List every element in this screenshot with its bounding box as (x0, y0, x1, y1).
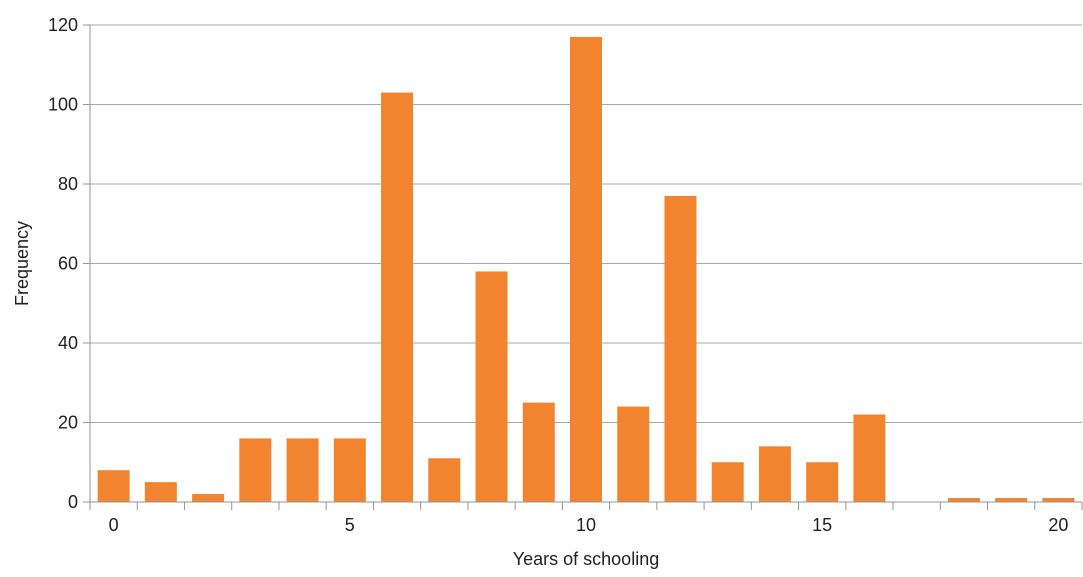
x-axis-label: Years of schooling (513, 549, 659, 569)
tick-labels: 0 20 40 60 80 100 120 0 5 10 15 20 (48, 15, 1068, 535)
bar-x-18 (947, 498, 980, 502)
bar-x-3 (239, 438, 272, 502)
bar-x-2 (192, 494, 225, 502)
bars (97, 36, 1075, 503)
x-tick-label-10: 10 (576, 515, 596, 535)
y-tick-label-0: 0 (68, 492, 78, 512)
y-tick-label-100: 100 (48, 95, 78, 115)
axes (83, 24, 1083, 510)
bar-x-11 (617, 406, 650, 502)
bar-x-14 (758, 446, 791, 502)
bar-x-19 (995, 498, 1028, 502)
bar-x-10 (570, 36, 602, 503)
bar-x-16 (853, 414, 886, 502)
bar-x-0 (97, 470, 130, 502)
y-tick-label-60: 60 (58, 254, 78, 274)
bar-x-1 (144, 482, 177, 502)
y-tick-label-120: 120 (48, 15, 78, 35)
x-tick-label-20: 20 (1048, 515, 1068, 535)
x-tick-label-0: 0 (109, 515, 119, 535)
bar-x-12 (664, 195, 697, 503)
y-tick-label-80: 80 (58, 174, 78, 194)
bar-x-8 (475, 271, 508, 502)
bar-x-4 (286, 438, 319, 502)
x-tick-label-15: 15 (812, 515, 832, 535)
bar-x-20 (1042, 498, 1075, 502)
bar-x-9 (522, 402, 555, 502)
bar-x-13 (711, 462, 744, 502)
y-tick-label-20: 20 (58, 413, 78, 433)
y-axis-label: Frequency (12, 221, 32, 306)
y-tick-label-40: 40 (58, 333, 78, 353)
bar-x-7 (428, 458, 461, 502)
bar-x-15 (806, 462, 839, 502)
bar-x-6 (381, 92, 414, 502)
x-tick-label-5: 5 (345, 515, 355, 535)
bar-x-5 (333, 438, 366, 502)
